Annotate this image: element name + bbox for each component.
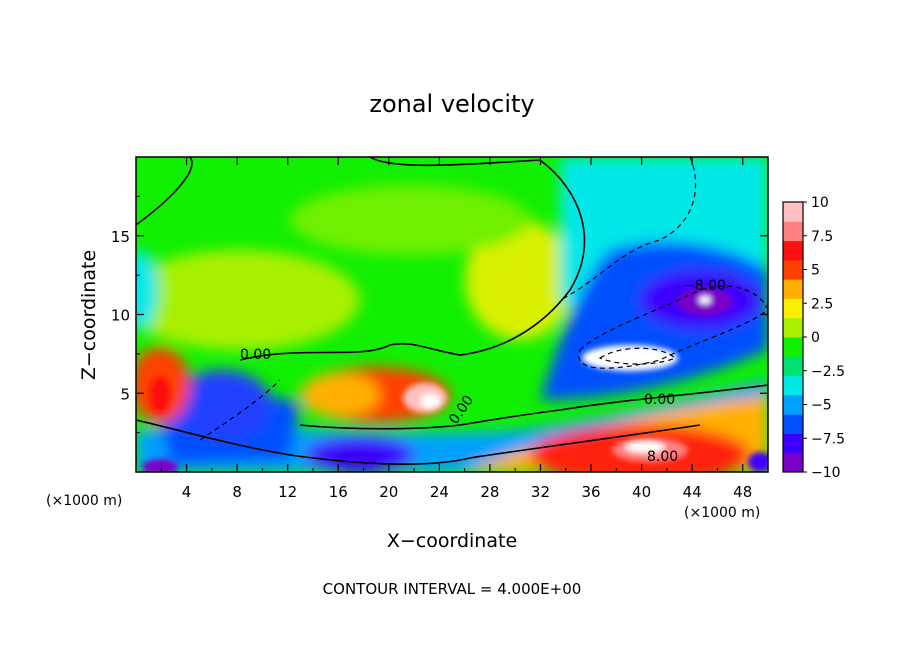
- contour-label-plus8: 8.00: [647, 449, 678, 465]
- white-core-small: [699, 296, 711, 304]
- contour-label-minus8: −8.00: [683, 278, 726, 294]
- colorbar-tick-label: −7.5: [811, 431, 845, 447]
- colorbar-swatch: [783, 337, 803, 357]
- y-tick-label: 10: [111, 307, 130, 325]
- colorbar-tick-label: 0: [811, 330, 820, 346]
- x-tick-label: 36: [581, 483, 600, 501]
- x-axis-label: X−coordinate: [387, 530, 517, 552]
- blue-patch-bottom-right: [748, 452, 768, 472]
- blue-patch-left: [172, 370, 272, 440]
- white-core-bottom-right: [625, 441, 665, 453]
- white-core-center: [420, 394, 440, 408]
- x-tick-label: 4: [182, 483, 192, 501]
- y-tick-label: 15: [111, 228, 130, 246]
- zero-contour-upper: [136, 157, 586, 361]
- x-tick-label: 16: [329, 483, 348, 501]
- x-unit-label: (×1000 m): [684, 505, 760, 521]
- positive-region-upper-left: [136, 250, 360, 350]
- colorbar-tick-label: −2.5: [811, 364, 845, 380]
- colorbar-swatch: [783, 259, 803, 280]
- colorbar-swatch: [783, 317, 803, 338]
- colorbar-swatch: [783, 394, 803, 415]
- blue-patch-bottom-center: [305, 437, 415, 472]
- contour-interval-note: CONTOUR INTERVAL = 4.000E+00: [323, 580, 582, 598]
- colorbar-swatch: [783, 452, 803, 473]
- x-tick-label: 24: [430, 483, 449, 501]
- colorbar-swatch: [783, 433, 803, 454]
- colorbar-swatch: [783, 279, 803, 299]
- x-tick-label: 20: [379, 483, 398, 501]
- purple-patch-bottom-left: [142, 459, 178, 472]
- minus8-contour: [578, 285, 768, 369]
- x-tick-label: 32: [531, 483, 550, 501]
- colorbar-swatch: [783, 414, 803, 434]
- y-axis-label: Z−coordinate: [78, 250, 100, 380]
- purple-core-left: [150, 377, 170, 413]
- chart-title: zonal velocity: [369, 90, 534, 118]
- colorbar-swatch: [783, 202, 803, 222]
- cyan-patch-left-edge: [136, 250, 158, 330]
- x-tick-label: 8: [232, 483, 242, 501]
- colorbar-swatch: [783, 298, 803, 319]
- colorbar-tick-label: −10: [811, 465, 841, 481]
- colorbar-swatch: [783, 221, 803, 242]
- positive-region-upper-center: [465, 220, 575, 340]
- colorbar-tick-label: 10: [811, 195, 829, 211]
- negative-contour-left: [199, 379, 281, 441]
- colorbar-tick-label: 7.5: [811, 229, 833, 245]
- y-tick-label: 5: [120, 385, 130, 403]
- x-tick-label: 44: [683, 483, 702, 501]
- x-tick-label: 12: [278, 483, 297, 501]
- colorbar-tick-label: 2.5: [811, 296, 833, 312]
- contour-label-zero-left: 0.00: [240, 347, 271, 363]
- velocity-field: [136, 157, 768, 472]
- x-tick-label: 28: [480, 483, 499, 501]
- negative-contour-inner: [598, 347, 677, 365]
- zero-contour-lower: [136, 419, 701, 465]
- positive-region-upper-right: [290, 185, 530, 255]
- zero-contour-middle: [299, 384, 768, 430]
- contour-label-zero-right: 0.00: [644, 392, 675, 408]
- colorbar-swatch: [783, 375, 803, 396]
- x-tick-label: 48: [733, 483, 752, 501]
- orange-region-center: [300, 373, 380, 417]
- colorbar-tick-label: 5: [811, 263, 820, 279]
- white-core-right: [582, 345, 678, 371]
- colorbar-swatch: [783, 356, 803, 377]
- colorbar: 10 7.5 5 2.5 0 −2.5 −5 −7.5 −10: [782, 195, 845, 481]
- colorbar-tick-label: −5: [811, 398, 832, 414]
- x-tick-label: 40: [632, 483, 651, 501]
- y-unit-label: (×1000 m): [46, 493, 122, 509]
- colorbar-swatch: [783, 240, 803, 261]
